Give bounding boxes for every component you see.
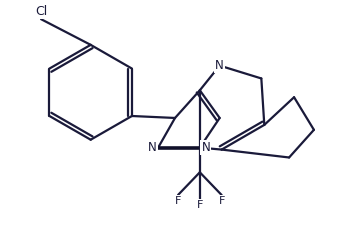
Text: N: N bbox=[215, 59, 224, 72]
Text: N: N bbox=[148, 141, 156, 154]
Text: F: F bbox=[196, 200, 203, 210]
Text: N: N bbox=[201, 141, 210, 154]
Text: F: F bbox=[175, 196, 181, 206]
Text: Cl: Cl bbox=[35, 5, 47, 18]
Text: F: F bbox=[218, 196, 225, 206]
